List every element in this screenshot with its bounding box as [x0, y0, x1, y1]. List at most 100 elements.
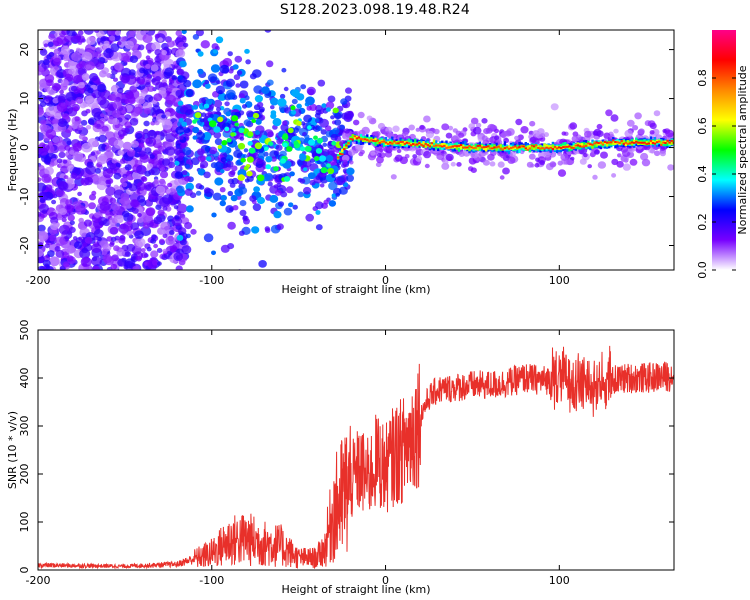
spectrogram-cell: [147, 151, 153, 156]
spectrogram-cell: [474, 143, 477, 149]
spectrogram-cell: [318, 155, 327, 162]
spectrogram-cell: [81, 142, 93, 153]
spectrogram-cell: [528, 153, 536, 160]
spectrogram-cell: [666, 139, 669, 142]
spectrogram-cell: [113, 245, 120, 252]
spectrogram-cell: [484, 146, 488, 148]
spectrogram-cell: [351, 134, 354, 141]
spectrogram-cell: [630, 141, 634, 144]
spectrogram-cell: [226, 89, 236, 99]
spectrogram-cell: [331, 193, 337, 198]
spectrogram-cell: [216, 106, 221, 112]
spectrogram-cell: [300, 146, 306, 152]
spectrogram-cell: [370, 118, 376, 123]
spectrogram-cell: [553, 145, 557, 148]
spectrogram-cell: [416, 143, 419, 146]
spectrogram-cell: [58, 181, 69, 191]
spectrogram-cell: [234, 122, 239, 127]
spectrogram-cell: [384, 141, 388, 144]
spectrogram-cell: [603, 141, 607, 143]
spectrogram-cell: [256, 101, 264, 108]
spectrogram-cell: [601, 143, 605, 146]
spectrogram-cell: [328, 181, 338, 191]
spectrogram-cell: [635, 140, 638, 143]
spectrogram-cell: [550, 103, 559, 111]
spectrogram-cell: [39, 101, 47, 107]
x-tick-label: -200: [26, 274, 51, 287]
spectrogram-cell: [144, 94, 154, 103]
spectrogram-cell: [228, 207, 234, 212]
spectrogram-cell: [576, 142, 580, 146]
spectrogram-cell: [257, 196, 265, 205]
spectrogram-cell: [291, 110, 297, 115]
spectrogram-cell: [422, 142, 425, 148]
spectrogram-cell: [601, 141, 605, 146]
spectrogram-cell: [495, 147, 498, 151]
spectrogram-cell: [238, 127, 245, 134]
spectrogram-cell: [53, 65, 59, 70]
spectrogram-cell: [95, 61, 105, 70]
spectrogram-cell: [403, 140, 406, 145]
spectrogram-cell: [481, 118, 488, 124]
spectrogram-cell: [345, 87, 352, 94]
y-tick-label: 500: [18, 320, 31, 341]
spectrogram-cell: [122, 141, 132, 151]
spectrogram-cell: [264, 30, 272, 33]
spectrogram-cell: [161, 114, 167, 119]
spectrogram-cell: [345, 145, 348, 149]
spectrogram-cell: [175, 265, 183, 270]
spectrogram-cell: [572, 147, 575, 149]
spectrogram-cell: [564, 145, 567, 148]
spectrogram-cell: [489, 144, 492, 149]
spectrogram-cell: [235, 160, 242, 166]
spectrogram-cell: [200, 40, 210, 49]
spectrogram-cell: [38, 224, 46, 232]
spectrogram-cell: [501, 148, 504, 151]
spectrogram-cell: [98, 153, 108, 162]
spectrogram-cell: [200, 160, 209, 169]
spectrogram-cell: [300, 121, 306, 126]
spectrogram-cell: [419, 124, 425, 130]
spectrogram-cell: [91, 190, 97, 196]
spectrogram-cell: [137, 195, 146, 203]
spectrogram-cell: [359, 137, 363, 145]
spectrogram-cell: [470, 167, 477, 173]
spectrogram-cell: [422, 141, 425, 145]
spectrogram-cell: [524, 147, 527, 150]
spectrogram-cell: [180, 143, 187, 149]
spectrogram-cell: [273, 184, 279, 189]
spectrogram-cell: [346, 167, 355, 176]
spectrogram-cell: [151, 41, 161, 51]
spectrogram-cell: [62, 261, 70, 268]
spectrogram-cell: [220, 157, 227, 163]
spectrogram-cell: [61, 217, 67, 223]
spectrogram-cell: [145, 207, 155, 217]
spectrogram-cell: [415, 155, 423, 162]
spectrogram-cell: [668, 141, 671, 144]
spectrogram-cell: [258, 152, 266, 159]
spectrogram-cell: [211, 212, 217, 218]
spectrogram-cell: [99, 70, 107, 78]
spectrogram-cell: [412, 154, 418, 159]
spectrogram-cell: [121, 230, 127, 235]
spectrogram-cell: [105, 186, 116, 196]
spectrogram-cell: [499, 147, 502, 150]
spectrogram-cell: [38, 177, 42, 182]
spectrogram-cell: [228, 69, 234, 74]
spectrogram-cell: [651, 142, 655, 144]
spectrogram-cell: [336, 156, 340, 159]
spectrogram-cell: [472, 145, 475, 149]
spectrogram-cell: [138, 79, 145, 85]
spectrogram-cell: [665, 129, 674, 138]
spectrogram-cell: [224, 101, 230, 107]
spectrogram-cell: [340, 98, 348, 105]
spectrogram-cell: [315, 201, 324, 210]
spectrogram-cell: [266, 79, 274, 86]
spectrogram-cell: [153, 179, 159, 185]
spectrogram-cell: [457, 146, 461, 152]
spectrogram-cell: [434, 144, 438, 147]
spectrogram-cell: [653, 110, 661, 117]
spectrogram-cell: [283, 207, 293, 216]
spectrogram-cell: [141, 248, 146, 253]
spectrogram-cell: [464, 146, 467, 149]
